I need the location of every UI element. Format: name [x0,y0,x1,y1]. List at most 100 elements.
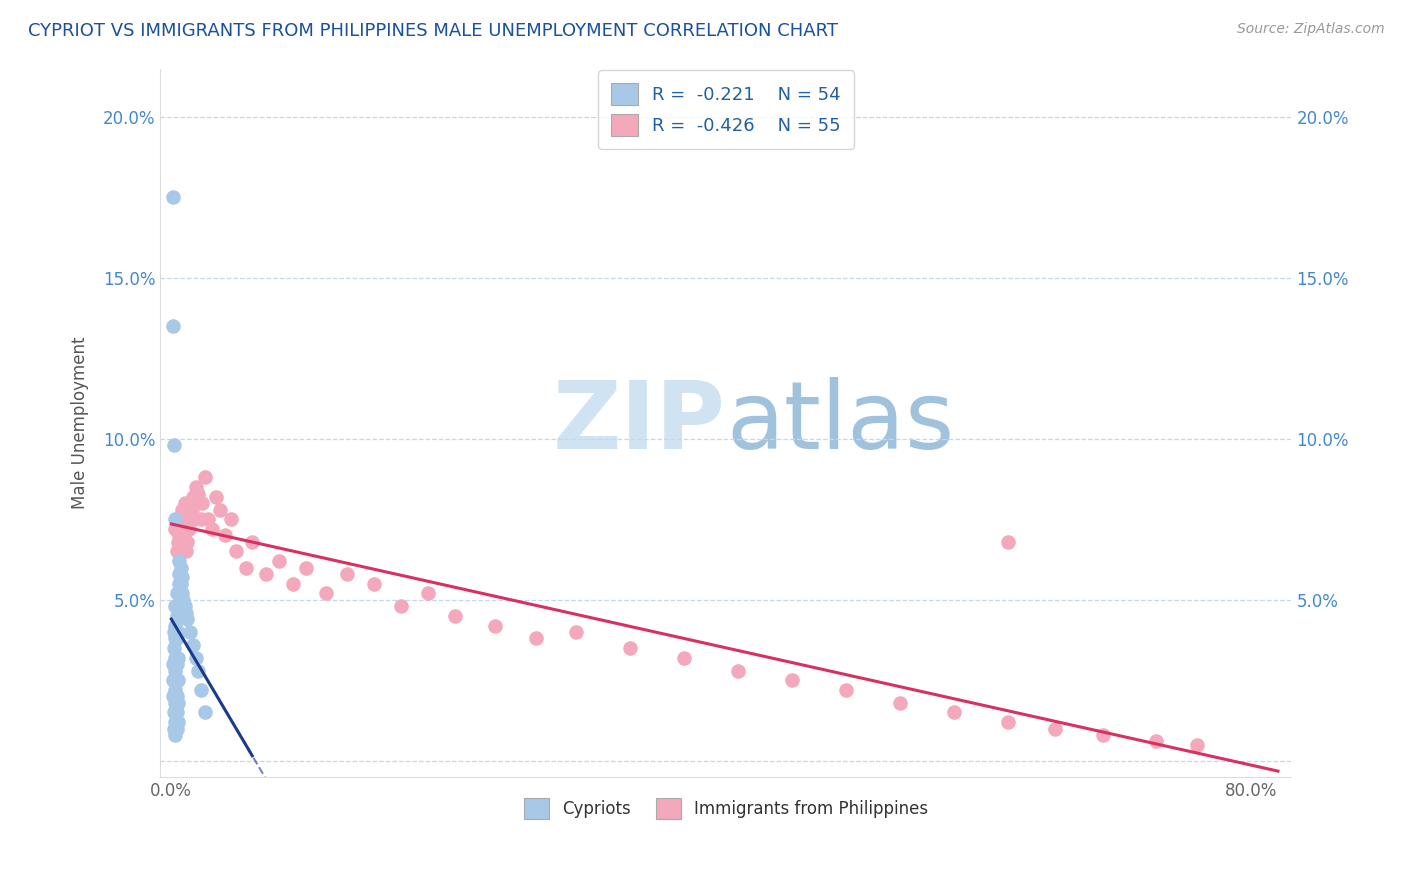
Point [179,624,201,639]
Point [166,690,188,704]
Point [191,496,214,510]
Point [187,486,209,500]
Point [673,650,696,665]
Point [889,696,911,710]
Point [165,696,187,710]
Point [165,682,187,697]
Point [165,618,187,632]
Point [163,438,186,452]
Point [163,624,186,639]
Point [194,470,217,484]
Point [336,567,359,582]
Point [163,673,186,688]
Point [184,480,207,494]
Point [254,567,277,582]
Point [174,544,197,558]
Point [166,722,188,736]
Point [165,512,187,526]
Point [187,664,209,678]
Point [173,599,195,614]
Point [166,586,188,600]
Point [166,632,188,646]
Point [167,534,190,549]
Point [389,599,412,614]
Point [219,512,242,526]
Point [167,715,190,730]
Point [166,608,188,623]
Point [162,319,184,334]
Point [186,496,208,510]
Point [180,502,202,516]
Point [484,618,506,632]
Point [170,560,193,574]
Point [183,512,205,526]
Point [565,624,588,639]
Point [165,715,187,730]
Point [162,190,184,204]
Point [190,512,212,526]
Point [727,664,749,678]
Point [1146,734,1168,748]
Y-axis label: Male Unemployment: Male Unemployment [72,336,89,509]
Point [194,706,217,720]
Point [165,632,187,646]
Legend: Cypriots, Immigrants from Philippines: Cypriots, Immigrants from Philippines [517,791,935,825]
Point [165,664,187,678]
Point [176,612,198,626]
Point [166,706,188,720]
Point [162,673,184,688]
Point [197,512,219,526]
Point [172,502,194,516]
Point [162,690,184,704]
Point [184,650,207,665]
Point [170,522,193,536]
Point [524,632,547,646]
Point [163,722,186,736]
Point [269,554,291,568]
Point [205,490,228,504]
Point [163,641,186,656]
Point [208,502,231,516]
Point [201,522,224,536]
Point [167,650,190,665]
Point [167,599,190,614]
Point [172,592,194,607]
Point [165,728,187,742]
Point [163,690,186,704]
Point [181,638,204,652]
Point [162,657,184,672]
Point [169,567,191,582]
Point [163,657,186,672]
Point [169,528,191,542]
Point [295,560,318,574]
Point [619,641,641,656]
Point [181,490,204,504]
Point [780,673,803,688]
Point [165,599,187,614]
Text: atlas: atlas [725,376,955,468]
Text: ZIP: ZIP [553,376,725,468]
Point [170,576,193,591]
Point [166,673,188,688]
Point [169,554,191,568]
Point [240,534,263,549]
Point [172,586,194,600]
Point [163,706,186,720]
Point [1045,722,1067,736]
Point [997,715,1019,730]
Point [169,576,191,591]
Point [416,586,439,600]
Point [173,496,195,510]
Point [363,576,385,591]
Point [166,544,188,558]
Point [997,534,1019,549]
Point [172,570,194,584]
Point [176,534,198,549]
Point [943,706,966,720]
Point [443,608,465,623]
Point [214,528,236,542]
Text: CYPRIOT VS IMMIGRANTS FROM PHILIPPINES MALE UNEMPLOYMENT CORRELATION CHART: CYPRIOT VS IMMIGRANTS FROM PHILIPPINES M… [28,22,838,40]
Point [190,682,212,697]
Text: Source: ZipAtlas.com: Source: ZipAtlas.com [1237,22,1385,37]
Point [281,576,304,591]
